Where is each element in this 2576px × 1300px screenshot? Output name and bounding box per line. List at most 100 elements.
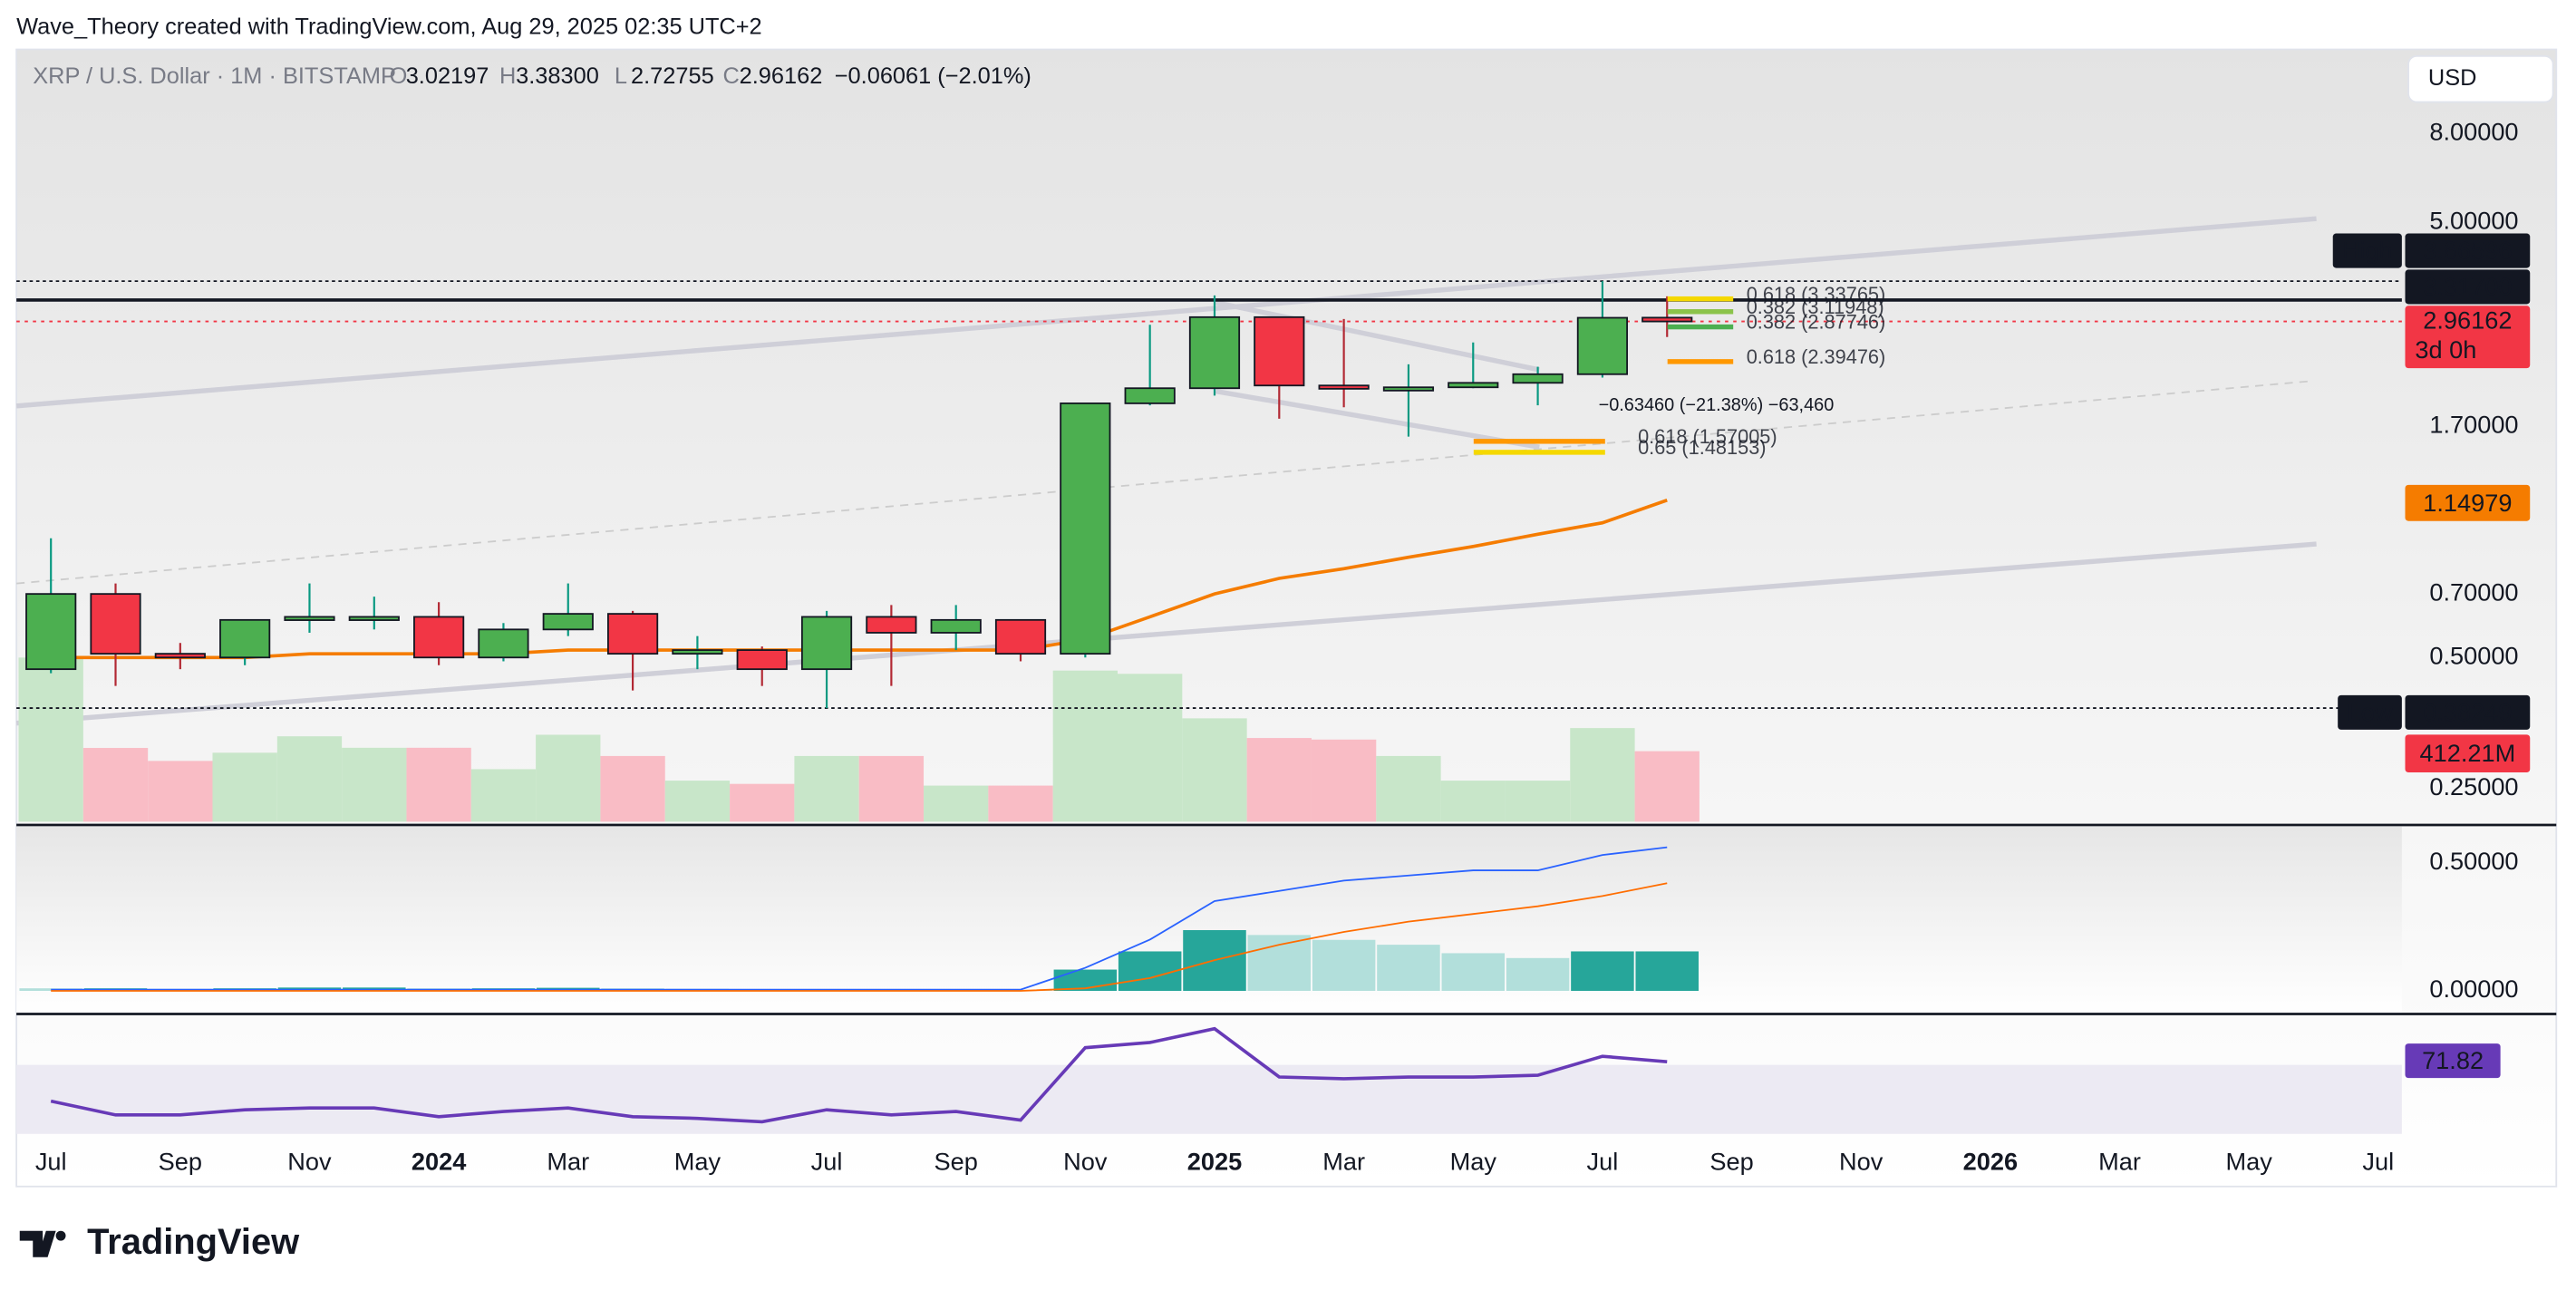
- macd-hist: [1377, 945, 1440, 992]
- fib-label: 0.382 (3.11948): [1747, 296, 1884, 318]
- fib-level: [1473, 450, 1605, 455]
- macd-hist: [1441, 953, 1506, 992]
- brand: TradingView: [87, 1222, 300, 1262]
- high-value-box: [2405, 233, 2531, 268]
- h: H: [499, 63, 516, 89]
- candle-body: [930, 618, 982, 634]
- fib-level: [1667, 324, 1734, 330]
- candle-body: [736, 649, 788, 671]
- ma-line: [51, 499, 1668, 660]
- fib-level: [1667, 309, 1734, 315]
- currency-button[interactable]: [2407, 54, 2554, 103]
- x-tick-label: Mar: [1322, 1148, 1365, 1176]
- x-tick-label: Jul: [35, 1148, 67, 1176]
- l: L: [615, 63, 627, 89]
- candle-body: [1318, 384, 1370, 390]
- rsi-label-box: [2405, 1043, 2501, 1079]
- x-tick-label: Sep: [159, 1148, 202, 1176]
- volume-bar: [1117, 674, 1183, 822]
- macd-hist: [1312, 939, 1376, 992]
- y-tick-label: 5.00000: [2429, 207, 2518, 235]
- volume-bar: [470, 769, 537, 822]
- candle-body: [284, 616, 335, 621]
- low-label: Low: [2348, 698, 2393, 726]
- o-value: 3.02197: [406, 63, 489, 89]
- rsi-line: [50, 1026, 1668, 1124]
- volume-bar: [1182, 718, 1247, 822]
- price-label: 2.96162: [2423, 306, 2512, 335]
- x-tick-label: Nov: [287, 1148, 332, 1176]
- volume-bar: [664, 781, 731, 822]
- volume-bar: [212, 752, 277, 822]
- candle-body: [1060, 402, 1111, 655]
- volume-bar: [536, 734, 601, 822]
- candle-body: [25, 593, 77, 671]
- candle-body: [478, 628, 529, 659]
- volume-bar: [1505, 781, 1571, 822]
- signal-line: [51, 882, 1668, 992]
- wedge-line: [1215, 388, 1540, 450]
- fib-level: [1667, 359, 1734, 364]
- macd-hist: [1506, 957, 1570, 992]
- low-value: 0.38249: [2423, 698, 2512, 726]
- macd-line: [51, 846, 1668, 991]
- candle-body: [1254, 315, 1305, 387]
- candle-body: [1512, 373, 1564, 384]
- macd-hist: [1118, 951, 1182, 992]
- volume-bar: [276, 736, 343, 822]
- volume-bar: [730, 783, 795, 822]
- fib-label: 0.65 (1.48153): [1638, 436, 1766, 459]
- fib-label: 0.618 (2.39476): [1747, 345, 1886, 368]
- volume-bar: [988, 785, 1053, 822]
- volume-bar: [1376, 755, 1441, 822]
- x-tick-label: May: [2225, 1148, 2272, 1176]
- x-tick-label: Sep: [935, 1148, 978, 1176]
- candle-body: [90, 593, 141, 655]
- y-tick-label: 0.70000: [2429, 577, 2518, 606]
- fib-label: 0.382 (2.87746): [1747, 311, 1886, 334]
- macd-hist: [19, 988, 82, 992]
- countdown: 3d 0h: [2415, 335, 2476, 364]
- symbol: XRP / U.S. Dollar · 1M · BITSTAMP: [33, 63, 396, 89]
- candle-body: [994, 618, 1047, 655]
- x-tick-label: Mar: [2098, 1148, 2141, 1176]
- candle-body: [219, 618, 271, 659]
- x-tick-label: Mar: [547, 1148, 589, 1176]
- y-tick-label: 1.70000: [2429, 410, 2518, 438]
- x-tick-label: Jul: [1587, 1148, 1619, 1176]
- high-value: 3.66596: [2423, 237, 2512, 265]
- volume-bar: [18, 657, 83, 822]
- y-tick-label: 8.00000: [2429, 118, 2518, 146]
- ma-label-box: [2405, 484, 2531, 521]
- high-label-box: [2332, 233, 2402, 268]
- logo: [19, 1230, 66, 1257]
- macd-tick-label: 0.50000: [2429, 847, 2518, 875]
- rsi-label: 71.82: [2422, 1046, 2484, 1074]
- candle-body: [1382, 386, 1435, 392]
- c-value: 2.96162: [740, 63, 823, 89]
- x-tick-label: Jul: [2362, 1148, 2394, 1176]
- price-box: [2405, 306, 2531, 369]
- fib-level: [1667, 296, 1734, 302]
- volume-bar: [82, 748, 149, 822]
- level-label: 3.31700: [2423, 272, 2512, 300]
- change: −0.06061 (−2.01%): [835, 63, 1031, 89]
- fib-level: [1473, 439, 1605, 444]
- x-tick-label: May: [674, 1148, 721, 1176]
- volume-bar: [1570, 728, 1635, 822]
- x-tick-label: 2024: [412, 1148, 466, 1176]
- volume-bar: [148, 761, 213, 822]
- volume-bar: [1246, 738, 1312, 822]
- c: C: [723, 63, 740, 89]
- candle-body: [1641, 316, 1693, 323]
- volume-bar: [1311, 739, 1377, 822]
- candle-body: [800, 616, 853, 671]
- y-tick-label: 0.25000: [2429, 772, 2518, 800]
- candle-body: [413, 616, 465, 659]
- macd-hist: [1571, 951, 1634, 992]
- legend: XRP / U.S. Dollar · 1M · BITSTAMP O 3.02…: [33, 63, 1031, 89]
- x-tick-label: Jul: [811, 1148, 843, 1176]
- volume-label-box: [2405, 734, 2531, 773]
- o: O: [390, 63, 408, 89]
